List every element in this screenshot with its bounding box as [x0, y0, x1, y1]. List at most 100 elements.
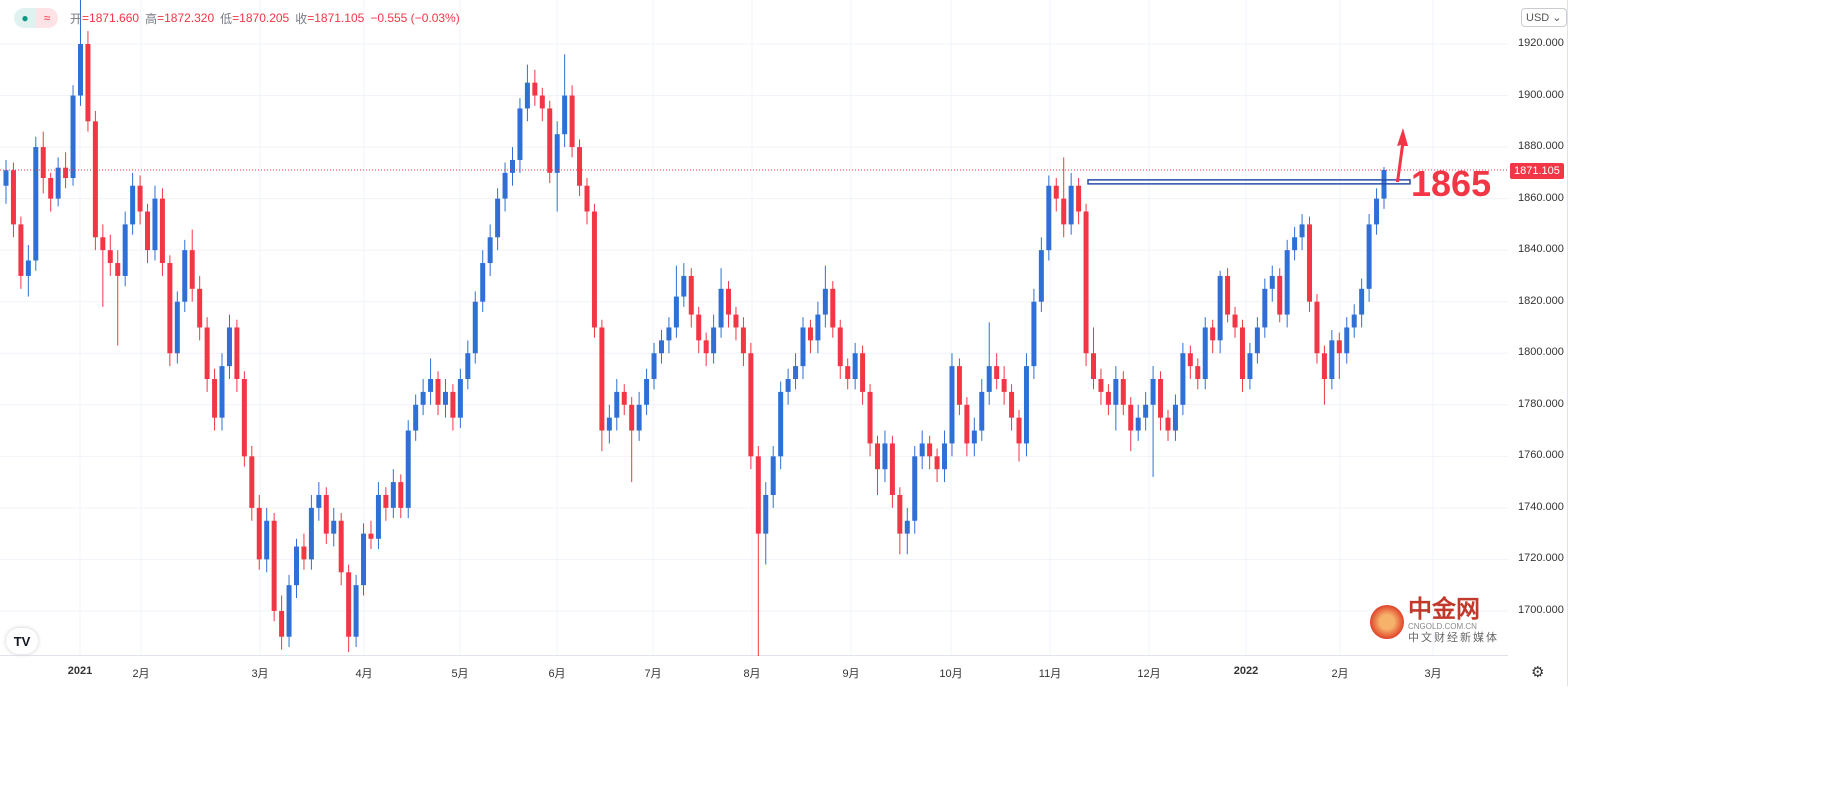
candle-body	[1232, 314, 1238, 328]
candle-body	[1150, 379, 1156, 405]
candle-body	[1210, 327, 1216, 341]
candle-body	[256, 507, 262, 560]
candle-body	[577, 147, 583, 186]
x-tick-label: 9月	[842, 668, 860, 680]
candle-body	[599, 327, 605, 431]
candle-body	[956, 366, 962, 405]
up-arrow-icon	[1396, 128, 1408, 182]
y-tick-label: 1740.000	[1518, 500, 1564, 513]
candle-body	[733, 314, 739, 328]
candle-body	[681, 275, 687, 297]
candle-body	[763, 494, 769, 534]
candle-body	[204, 327, 210, 380]
candle-body	[249, 456, 255, 508]
candle-body	[547, 108, 553, 173]
y-tick-label: 1880.000	[1518, 140, 1564, 153]
gear-icon[interactable]: ⚙	[1531, 664, 1545, 681]
candle-body	[651, 353, 657, 380]
candle-body	[666, 327, 672, 341]
candle-body	[10, 170, 16, 225]
candle-body	[465, 353, 471, 380]
candle-body	[949, 366, 955, 444]
x-tick-label: 5月	[451, 668, 469, 680]
candle-body	[77, 44, 83, 96]
candle-body	[897, 494, 903, 534]
candle-body	[830, 288, 836, 328]
candle-body	[338, 520, 344, 573]
candle-body	[658, 340, 664, 354]
candle-body	[174, 301, 180, 354]
price-plot[interactable]	[0, 0, 1508, 656]
candle-body	[1083, 211, 1089, 354]
candle-body	[308, 507, 314, 560]
candle-body	[152, 198, 158, 251]
candle-body	[450, 391, 456, 418]
candle-body	[621, 391, 627, 405]
candle-body	[271, 520, 277, 611]
candle-body	[442, 391, 448, 405]
candle-body	[331, 520, 337, 534]
candle-body	[145, 211, 151, 251]
candle-body	[852, 353, 858, 380]
candle-body	[569, 95, 575, 148]
candle-body	[472, 301, 478, 354]
candle-body	[1046, 185, 1052, 251]
current-price-label: 1871.105	[1510, 163, 1564, 179]
candle-body	[1172, 404, 1178, 431]
x-tick-label: 2021	[67, 665, 93, 677]
currency-dropdown[interactable]: USD ⌄	[1521, 8, 1567, 27]
x-tick-label: 2022	[1233, 665, 1259, 677]
y-tick-label: 1860.000	[1518, 191, 1564, 204]
candle-body	[517, 108, 523, 160]
candle-body	[800, 327, 806, 367]
candle-body	[860, 353, 866, 392]
candle-body	[226, 327, 232, 367]
candle-body	[726, 288, 732, 315]
close-label: 收	[295, 11, 308, 26]
y-tick-label: 1800.000	[1518, 346, 1564, 359]
candle-body	[85, 44, 91, 122]
candle-body	[1247, 353, 1253, 380]
symbol-status-pill[interactable]: ● ≈	[14, 8, 58, 28]
candle-body	[532, 82, 538, 96]
candle-body	[495, 198, 501, 238]
candle-body	[286, 585, 292, 637]
candle-body	[1128, 404, 1134, 431]
candle-body	[1009, 391, 1015, 418]
candle-body	[167, 263, 173, 354]
candle-body	[1336, 340, 1342, 354]
candle-body	[130, 185, 136, 225]
candle-body	[33, 147, 39, 261]
candle-body	[383, 494, 389, 508]
candle-body	[487, 237, 493, 264]
y-tick-label: 1780.000	[1518, 397, 1564, 410]
candle-body	[234, 327, 240, 380]
open-label: 开	[70, 11, 83, 26]
candle-body	[934, 456, 940, 470]
candle-body	[1001, 379, 1007, 392]
candle-body	[524, 82, 530, 109]
candle-body	[562, 95, 568, 135]
x-tick-label: 2月	[132, 668, 150, 680]
wave-icon: ≈	[36, 8, 58, 28]
candle-body	[986, 366, 992, 392]
y-tick-label: 1900.000	[1518, 88, 1564, 101]
candle-body	[1023, 366, 1029, 444]
candle-body	[912, 456, 918, 521]
candle-body	[159, 198, 165, 264]
candle-body	[293, 546, 299, 586]
candle-body	[919, 443, 925, 457]
chart-container[interactable]: ● ≈ 开 =1871.660 高 =1872.320 低 =1870.205 收 =1…	[0, 0, 1568, 686]
candle-body	[629, 404, 635, 431]
candle-body	[182, 250, 188, 302]
high-label: 高	[145, 11, 158, 26]
candle-body	[1143, 404, 1149, 418]
candle-body	[1195, 366, 1201, 380]
x-tick-label: 10月	[939, 668, 963, 680]
candle-body	[1351, 314, 1357, 328]
candle-body	[502, 172, 508, 199]
x-tick-label: 12月	[1137, 668, 1161, 680]
x-tick-label: 3月	[1424, 668, 1442, 680]
candle-body	[785, 379, 791, 392]
tradingview-logo[interactable]: TV	[6, 628, 38, 654]
